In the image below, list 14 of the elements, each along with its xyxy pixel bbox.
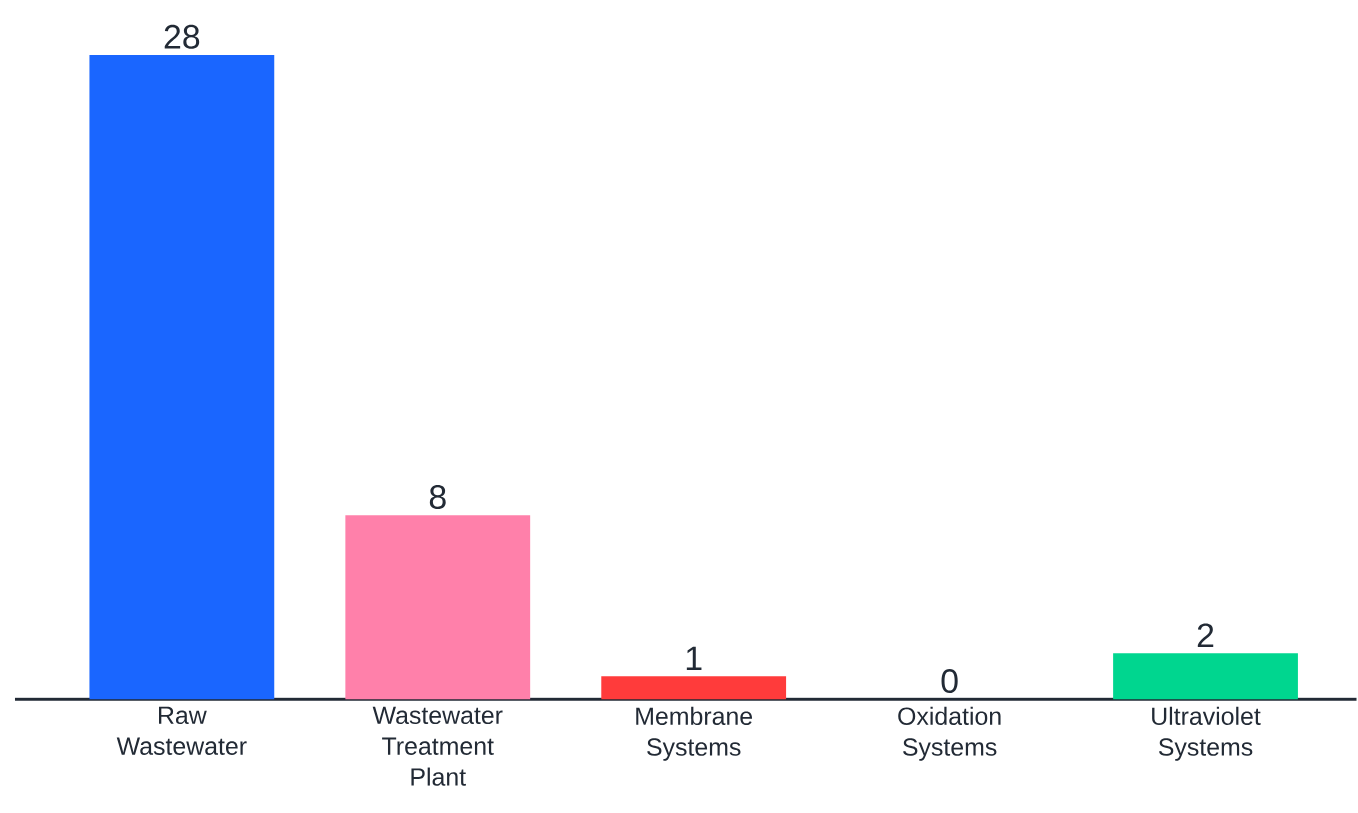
x-tick-label: Membrane Systems: [636, 706, 753, 761]
data-label: 28: [164, 24, 200, 49]
data-label: 8: [429, 484, 446, 509]
bar: [601, 676, 787, 700]
data-label: 1: [686, 646, 702, 670]
bar: [89, 54, 275, 700]
data-label: 0: [941, 669, 958, 693]
x-tick-label: Ultraviolet Systems: [1152, 706, 1261, 761]
data-label: 2: [1197, 623, 1214, 647]
x-tick-label: Raw Wastewater: [116, 706, 247, 755]
bar: [345, 515, 531, 700]
bar: [1113, 653, 1298, 700]
x-tick-label: Oxidation Systems: [898, 706, 1001, 761]
x-tick-label: Wastewater Treatment Plant: [372, 706, 503, 786]
